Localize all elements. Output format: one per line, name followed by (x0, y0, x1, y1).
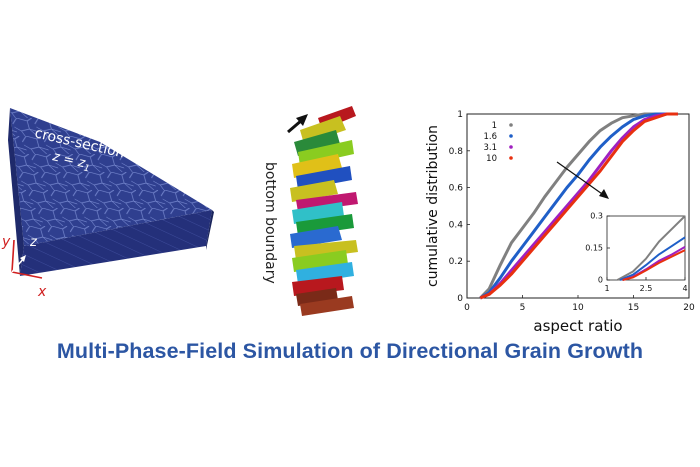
main-x-tick-label: 5 (520, 303, 526, 313)
main-y-tick-label: 0.4 (449, 220, 464, 230)
main-y-tick-label: 0.6 (449, 184, 464, 194)
main-x-tick-label: 15 (628, 303, 639, 313)
y-axis-label: cumulative distribution (425, 125, 441, 287)
legend-marker (509, 156, 513, 160)
grain-columns (290, 106, 358, 316)
legend-marker (509, 134, 513, 138)
inset-x-tick-label: 4 (682, 284, 687, 293)
inset-y-tick-label: 0.15 (585, 244, 603, 253)
main-y-tick-label: 0 (457, 294, 463, 304)
axis-y-label: y (1, 234, 11, 250)
inset-x-tick-label: 1 (604, 284, 609, 293)
main-x-tick-label: 10 (572, 303, 584, 313)
legend-label: 10 (486, 154, 497, 164)
main-y-tick-label: 0.2 (449, 257, 463, 267)
inset-y-tick-label: 0 (598, 276, 603, 285)
grains-svg: bottom boundary (256, 100, 366, 325)
main-x-tick-label: 20 (683, 303, 695, 313)
inset-x-tick-label: 2.5 (640, 284, 653, 293)
legend-label: 1.6 (483, 132, 497, 142)
inset-y-tick-label: 0.3 (590, 212, 603, 221)
bottom-boundary-label: bottom boundary (262, 162, 278, 284)
chart-svg: 0510152000.20.40.60.81 aspect ratio cumu… (415, 98, 700, 338)
chart-legend: 11.63.110 (483, 121, 512, 164)
main-y-tick-label: 0.8 (449, 147, 464, 157)
legend-marker (509, 145, 513, 149)
legend-label: 3.1 (483, 143, 497, 153)
grain-structure-figure: bottom boundary (256, 100, 366, 325)
x-axis-label: aspect ratio (533, 317, 622, 335)
axis-x-label: x (37, 284, 47, 300)
page-title: Multi-Phase-Field Simulation of Directio… (0, 339, 700, 364)
axis-z-label: z (29, 235, 38, 250)
simulation-slab-figure: cross-section z = z1 y z x (0, 100, 222, 310)
cumulative-distribution-chart: 0510152000.20.40.60.81 aspect ratio cumu… (415, 98, 700, 338)
legend-label: 1 (492, 121, 497, 131)
main-x-tick-label: 0 (464, 303, 470, 313)
slab-svg: cross-section z = z1 y z x (0, 100, 222, 310)
legend-marker (509, 123, 513, 127)
main-y-tick-label: 1 (457, 110, 463, 120)
